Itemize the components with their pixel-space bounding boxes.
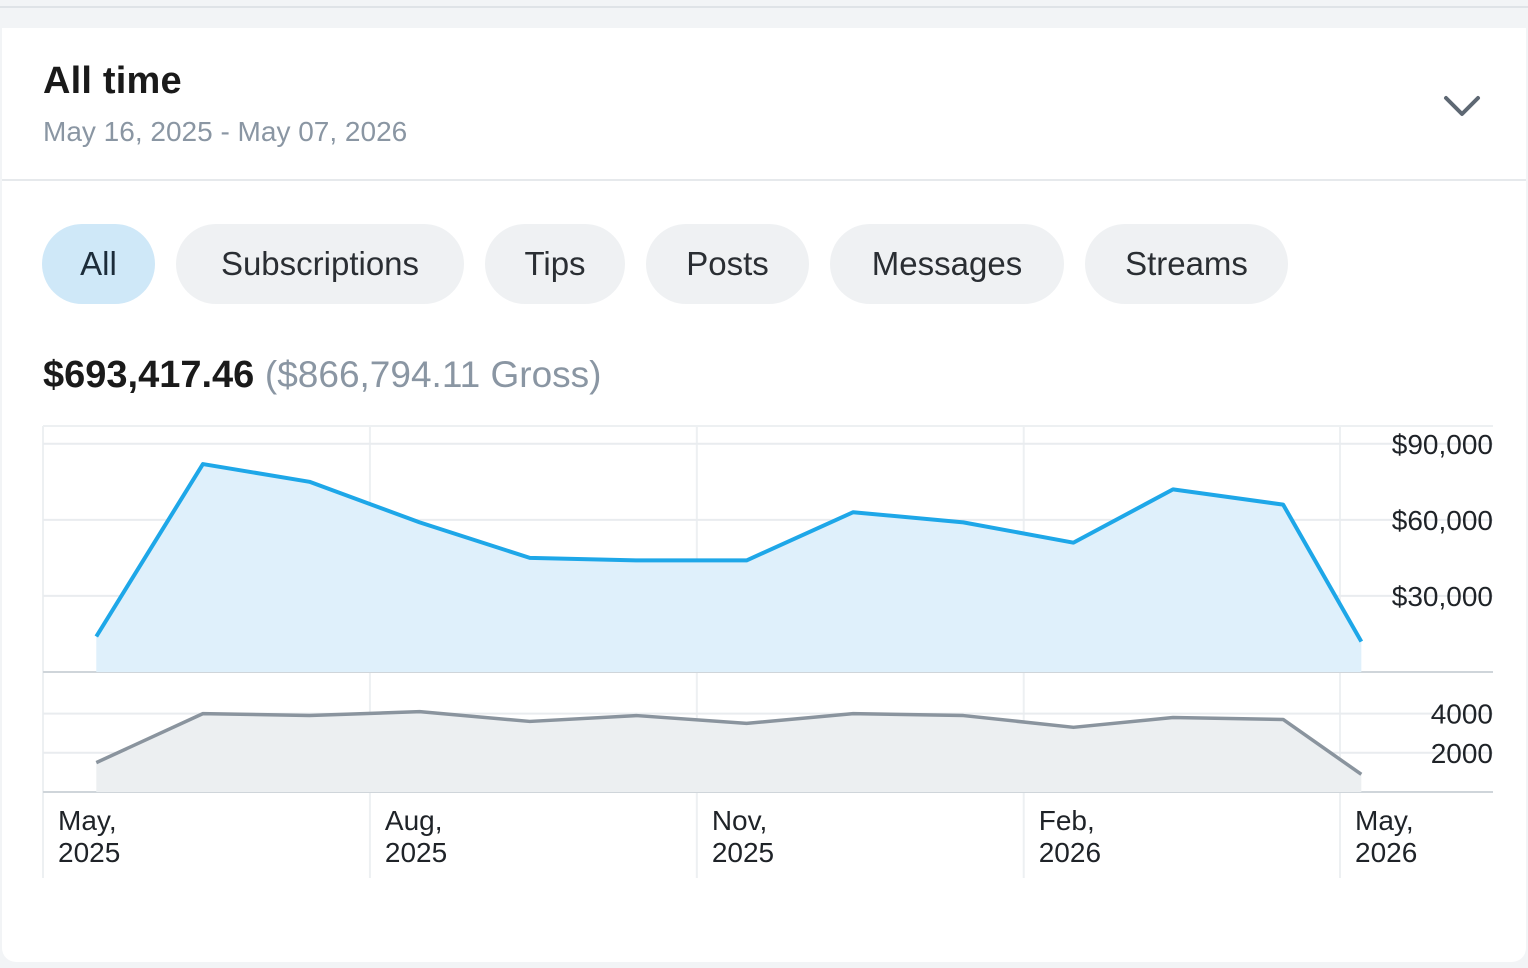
period-title: All time (43, 60, 182, 102)
earnings-totals: $693,417.46 ($866,794.11 Gross) (43, 354, 602, 397)
y-tick-label: $90,000 (1392, 429, 1493, 460)
chart-labels: $30,000 $60,000 $90,000 2000 4000 May, 2025 Aug… (58, 429, 1493, 868)
tab-posts[interactable]: Posts (646, 224, 809, 304)
net-total: $693,417.46 (43, 354, 255, 396)
tab-streams[interactable]: Streams (1085, 224, 1288, 304)
x-tick-label: Aug, 2025 (385, 805, 447, 868)
top-divider (0, 6, 1528, 8)
tab-subscriptions[interactable]: Subscriptions (176, 224, 464, 304)
y-tick-label: 4000 (1431, 699, 1493, 730)
chart-areas (94, 462, 1364, 792)
tab-all[interactable]: All (42, 224, 155, 304)
y-tick-label: $30,000 (1392, 581, 1493, 612)
earnings-area (96, 464, 1362, 672)
period-range: May 16, 2025 - May 07, 2026 (43, 116, 408, 147)
y-tick-label: 2000 (1431, 738, 1493, 769)
y-tick-label: $60,000 (1392, 505, 1493, 536)
period-selector[interactable]: All time May 16, 2025 - May 07, 2026 (2, 28, 1526, 181)
x-tick-label: May, 2026 (1355, 805, 1417, 868)
x-tick-label: Nov, 2025 (712, 805, 774, 868)
x-tick-label: Feb, 2026 (1039, 805, 1101, 868)
tab-tips[interactable]: Tips (485, 224, 625, 304)
count-area (96, 711, 1362, 792)
tab-messages[interactable]: Messages (830, 224, 1064, 304)
category-tabs: All Subscriptions Tips Posts Messages St… (42, 224, 1288, 304)
chevron-down-icon[interactable] (1440, 90, 1484, 120)
x-tick-label: May, 2025 (58, 805, 120, 868)
gross-total: ($866,794.11 Gross) (264, 354, 602, 395)
